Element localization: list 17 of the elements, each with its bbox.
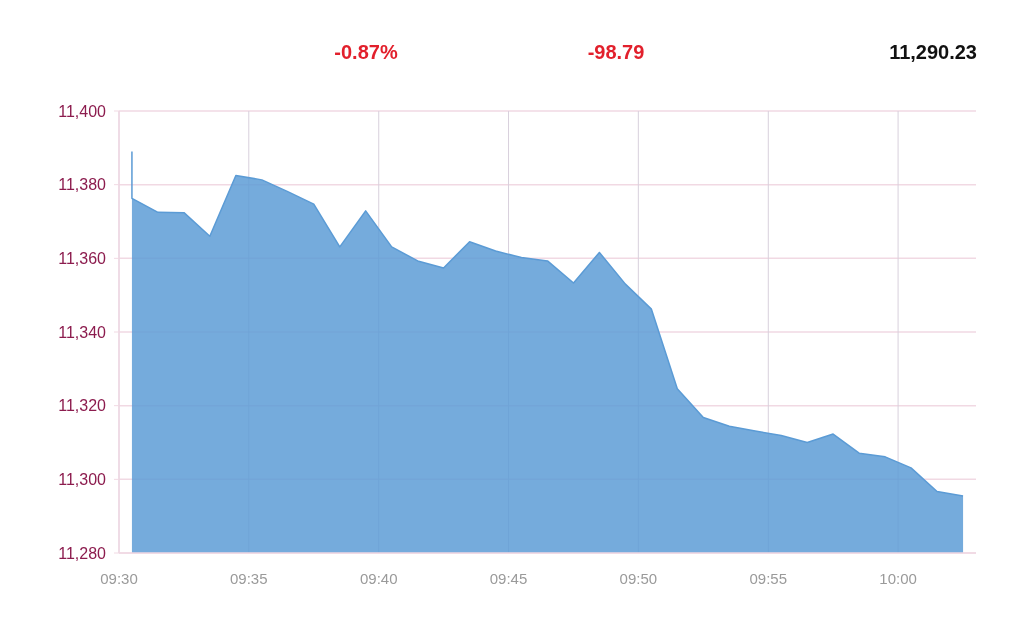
text: -0.87% — [333, 40, 399, 65]
text: 11,290.23 — [888, 40, 977, 65]
y-tick-label: 11,340 — [58, 323, 107, 341]
y-tick-label: 11,360 — [58, 250, 107, 268]
x-tick-label: 09:50 — [619, 569, 658, 587]
x-tick-label: 09:35 — [230, 569, 268, 587]
x-tick-label: 10:00 — [879, 569, 917, 587]
y-tick-label: 11,320 — [58, 397, 107, 415]
text: -98.79 — [586, 40, 646, 65]
x-tick-label: 09:40 — [359, 569, 398, 587]
y-tick-label: 11,300 — [58, 471, 107, 489]
y-tick-label: 11,280 — [58, 544, 107, 562]
y-tick-label: 11,400 — [58, 102, 107, 120]
x-tick-label: 09:55 — [749, 569, 788, 587]
x-tick-label: 09:30 — [100, 569, 138, 587]
x-tick-label: 09:45 — [489, 569, 528, 587]
y-tick-label: 11,380 — [58, 176, 107, 194]
